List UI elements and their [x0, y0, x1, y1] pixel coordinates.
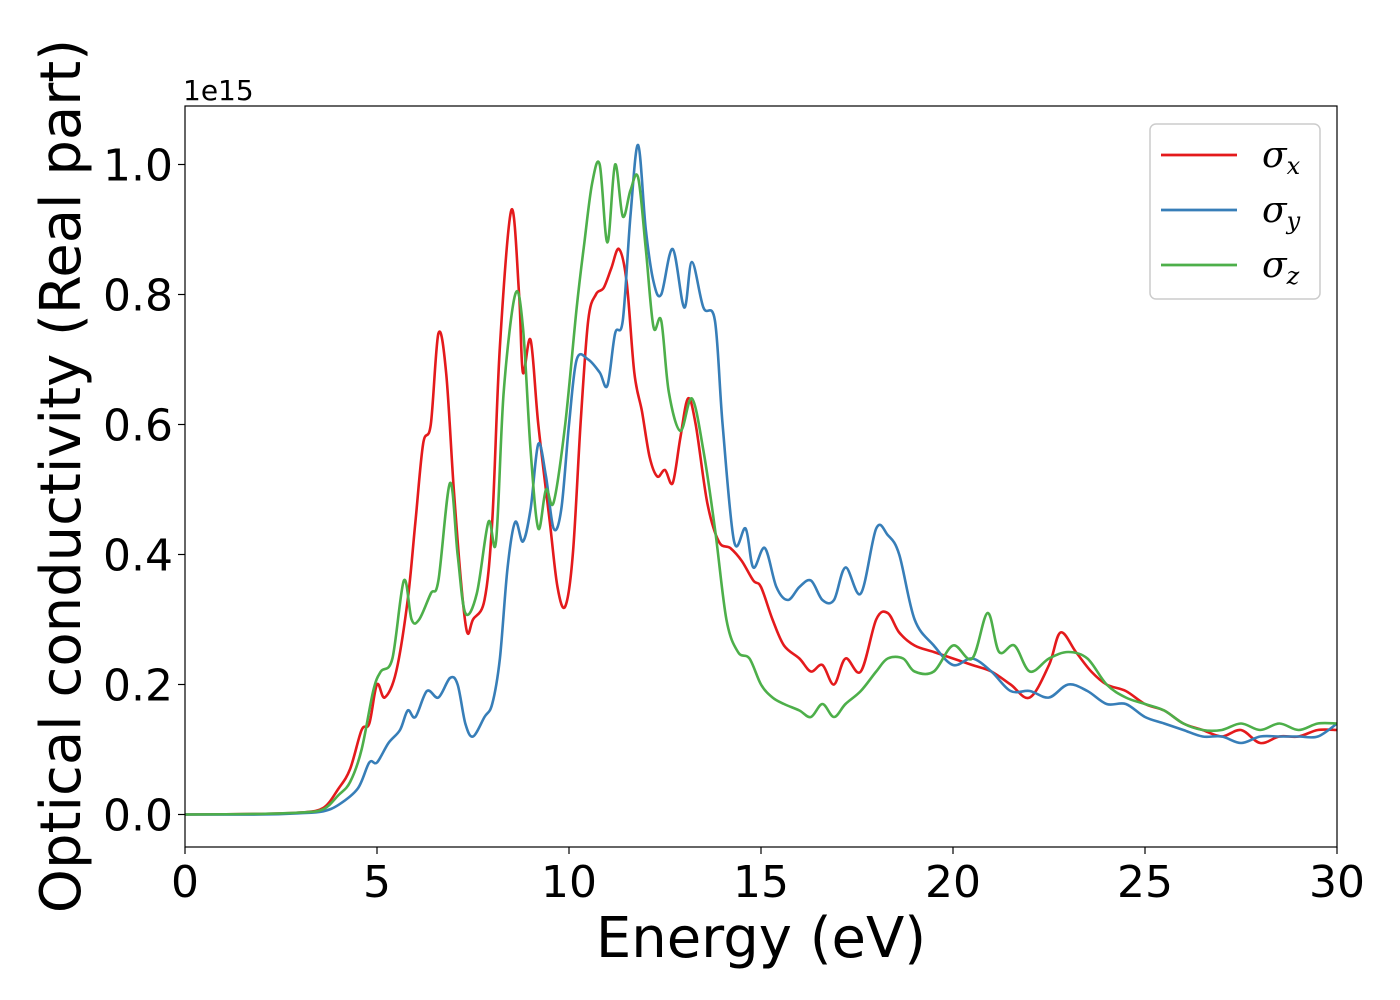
y-tick-label: 0.6 — [103, 401, 173, 452]
y-offset-label: 1e15 — [183, 74, 254, 107]
series-layer — [185, 143, 1337, 816]
legend-label-z: σz — [1262, 245, 1300, 290]
x-tick-label: 20 — [925, 857, 981, 908]
tick-layer: 0 5 10 15 20 25 30 0.0 0.2 0.4 0.6 0.8 1.0 — [103, 141, 1365, 909]
y-axis-label: Optical conductivity (Real part) — [29, 39, 94, 913]
y-tick-label: 1.0 — [103, 141, 173, 192]
y-tick-label: 0.4 — [103, 531, 173, 582]
series-line-x — [185, 208, 1337, 816]
series-line-y — [185, 143, 1337, 816]
x-tick-label: 30 — [1309, 857, 1365, 908]
x-tick-label: 10 — [541, 857, 597, 908]
legend: σx σy σz — [1149, 123, 1321, 300]
y-tick-label: 0.8 — [103, 271, 173, 322]
legend-label-y: σy — [1262, 190, 1301, 235]
legend-label-x: σx — [1262, 135, 1301, 180]
x-axis-label: Energy (eV) — [596, 906, 926, 971]
x-tick-label: 5 — [363, 857, 391, 908]
x-tick-label: 25 — [1117, 857, 1173, 908]
x-tick-label: 0 — [171, 857, 199, 908]
x-tick-label: 15 — [733, 857, 789, 908]
y-tick-label: 0.2 — [103, 661, 173, 712]
legend-box — [1149, 123, 1321, 300]
y-tick-label: 0.0 — [103, 791, 173, 842]
series-line-z — [185, 160, 1337, 816]
